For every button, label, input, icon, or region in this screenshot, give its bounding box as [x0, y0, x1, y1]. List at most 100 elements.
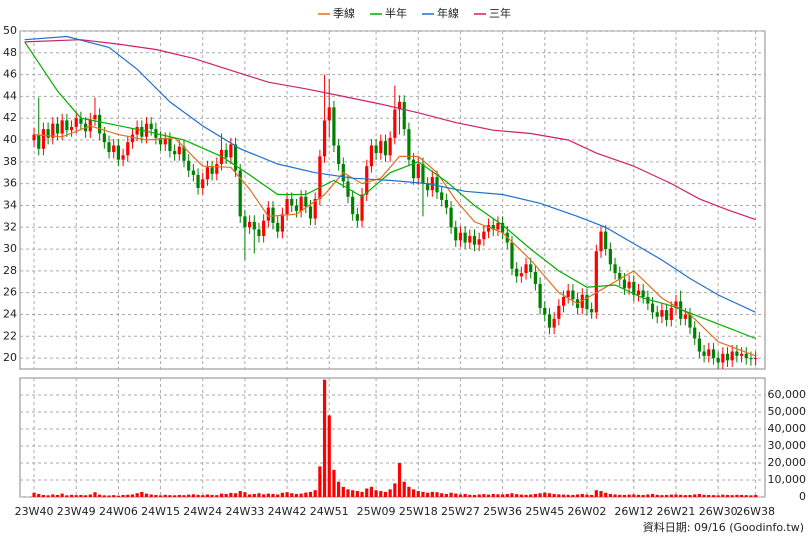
candle-body: [566, 290, 570, 298]
candle-body: [468, 235, 472, 243]
candle-body: [608, 249, 612, 265]
volume-bar: [102, 495, 106, 497]
candle-body: [571, 290, 575, 300]
volume-bar: [280, 492, 284, 497]
volume-bar: [594, 490, 598, 497]
volume-bar: [477, 494, 481, 497]
volume-bar: [496, 494, 500, 497]
candle-body: [426, 183, 430, 191]
candle-body: [585, 294, 589, 310]
candle-body: [299, 196, 303, 211]
volume-bar: [397, 463, 402, 497]
x-tick-label: 25W18: [399, 505, 438, 518]
volume-bar: [730, 495, 734, 497]
volume-bar: [285, 492, 289, 497]
candle-body: [201, 179, 205, 189]
candle-body: [590, 309, 594, 313]
y-tick-label: 50: [3, 24, 17, 37]
volume-bar: [271, 493, 275, 497]
candle-body: [622, 279, 627, 289]
y-tick-label: 46: [3, 68, 17, 81]
volume-bar: [557, 494, 561, 497]
volume-bar: [383, 491, 388, 497]
candle-body: [322, 120, 327, 157]
volume-bar: [126, 494, 130, 497]
volume-bar: [402, 481, 406, 497]
volume-bar: [524, 494, 528, 497]
ma-line: [24, 41, 756, 340]
volume-bar: [739, 494, 744, 497]
candle-body: [313, 198, 317, 219]
x-tick-label: 26W21: [657, 505, 696, 518]
volume-bar: [622, 494, 627, 497]
volume-bar: [515, 494, 519, 497]
volume-bar: [116, 495, 120, 497]
x-tick-label: 24W06: [99, 505, 138, 518]
candle-body: [702, 351, 706, 356]
candle-body: [168, 138, 172, 151]
candle-body: [482, 231, 486, 240]
volume-bar: [177, 494, 181, 497]
candle-body: [60, 120, 64, 134]
candle-body: [276, 222, 280, 232]
y-tick-label: 36: [3, 177, 17, 190]
candle-body: [547, 314, 552, 328]
volume-bar: [575, 494, 580, 497]
candle-body: [388, 137, 392, 156]
volume-bar: [501, 494, 505, 497]
ma-line: [24, 39, 756, 221]
candle-body: [754, 358, 758, 360]
candle-body: [561, 297, 566, 306]
volume-bar: [744, 495, 748, 497]
volume-bar: [561, 494, 566, 497]
volume-bar: [51, 494, 55, 497]
volume-bar: [379, 491, 383, 497]
volume-bar: [327, 415, 331, 497]
y-tick-label: 44: [3, 89, 17, 102]
y-tick-label: 24: [3, 307, 17, 320]
candle-body: [112, 145, 116, 153]
candle-body: [135, 126, 139, 135]
candle-body: [557, 305, 561, 319]
candle-body: [407, 129, 411, 160]
candle-body: [271, 207, 275, 223]
candle-body: [351, 196, 355, 215]
candle-body: [646, 297, 650, 304]
y-tick-label: 34: [3, 198, 17, 211]
candle-body: [191, 170, 195, 175]
y-tick-label: 22: [3, 329, 17, 342]
volume-bar: [46, 495, 50, 497]
volume-bar: [646, 494, 650, 497]
volume-bar: [229, 492, 233, 497]
volume-bar: [463, 493, 467, 497]
volume-bar: [107, 495, 111, 497]
volume-bar: [458, 494, 463, 497]
candle-body: [327, 107, 331, 121]
candle-body: [744, 353, 748, 359]
volume-bar: [627, 494, 631, 497]
candle-body: [116, 145, 120, 160]
candle-body: [411, 159, 416, 179]
volume-bar: [93, 492, 97, 497]
volume-bar: [486, 494, 491, 497]
volume-bar: [754, 494, 758, 497]
candle-body: [37, 134, 41, 149]
candle-body: [332, 107, 336, 146]
volume-bar: [669, 494, 673, 497]
candle-body: [618, 273, 622, 280]
volume-bar: [158, 495, 163, 497]
candle-body: [599, 231, 603, 252]
candle-body: [290, 198, 294, 206]
candle-body: [735, 351, 739, 356]
price-frame: [19, 30, 766, 370]
candle-body: [477, 239, 481, 245]
volume-bar: [182, 495, 186, 497]
candle-body: [435, 177, 439, 193]
volume-bar: [519, 494, 523, 497]
candle-body: [46, 129, 50, 138]
candle-body: [243, 216, 247, 228]
volume-bar: [702, 494, 706, 497]
volume-bar: [707, 494, 711, 497]
candle-body: [383, 141, 388, 156]
volume-bar: [332, 469, 336, 497]
